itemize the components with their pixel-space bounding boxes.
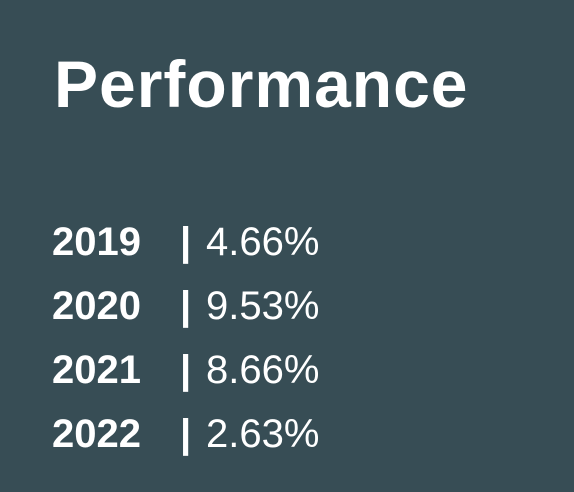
year: 2019	[52, 220, 141, 264]
return-value: 4.66%	[206, 220, 320, 264]
title: Performance	[54, 47, 469, 121]
return-value: 2.63%	[206, 412, 320, 456]
return-value: 8.66%	[206, 348, 320, 392]
separator: |	[180, 348, 192, 392]
year: 2020	[52, 284, 141, 328]
separator: |	[180, 284, 192, 328]
return-value: 9.53%	[206, 284, 320, 328]
separator: |	[180, 412, 192, 456]
separator: |	[180, 220, 192, 264]
year: 2022	[52, 412, 141, 456]
year: 2021	[52, 348, 141, 392]
